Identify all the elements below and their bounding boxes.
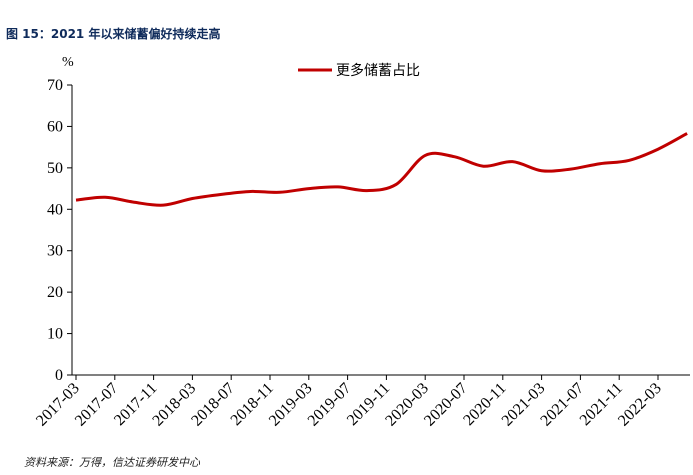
legend-label: 更多储蓄占比	[336, 62, 420, 79]
x-tick-label: 2019-07	[305, 380, 355, 430]
y-tick-label: 40	[47, 201, 63, 218]
x-tick-label: 2022-03	[615, 380, 665, 430]
x-tick-label: 2018-07	[188, 380, 238, 430]
series-line	[75, 132, 688, 207]
legend: 更多储蓄占比	[298, 62, 420, 79]
y-tick-label: 10	[47, 326, 63, 343]
y-tick-label: 0	[55, 367, 63, 384]
y-tick-label: 20	[47, 284, 63, 301]
x-axis-ticks: 2017-032017-072017-112018-032018-072018-…	[33, 375, 665, 430]
chart-axes	[71, 85, 690, 376]
y-tick-label: 70	[47, 77, 63, 94]
series-layer	[75, 132, 688, 207]
x-tick-label: 2020-07	[421, 380, 471, 430]
x-tick-label: 2017-07	[72, 380, 122, 430]
x-tick-label: 2021-07	[537, 380, 587, 430]
y-tick-label: 30	[47, 243, 63, 260]
figure-title: 图 15：2021 年以来储蓄偏好持续走高	[6, 27, 221, 41]
y-tick-label: 60	[47, 118, 63, 135]
y-axis-ticks: 0 10 20 30 40 50 60 70	[47, 77, 72, 384]
y-tick-label: 50	[47, 160, 63, 177]
y-axis-unit: %	[62, 55, 74, 70]
source-note: 资料来源：万得，信达证券研发中心	[24, 456, 200, 469]
